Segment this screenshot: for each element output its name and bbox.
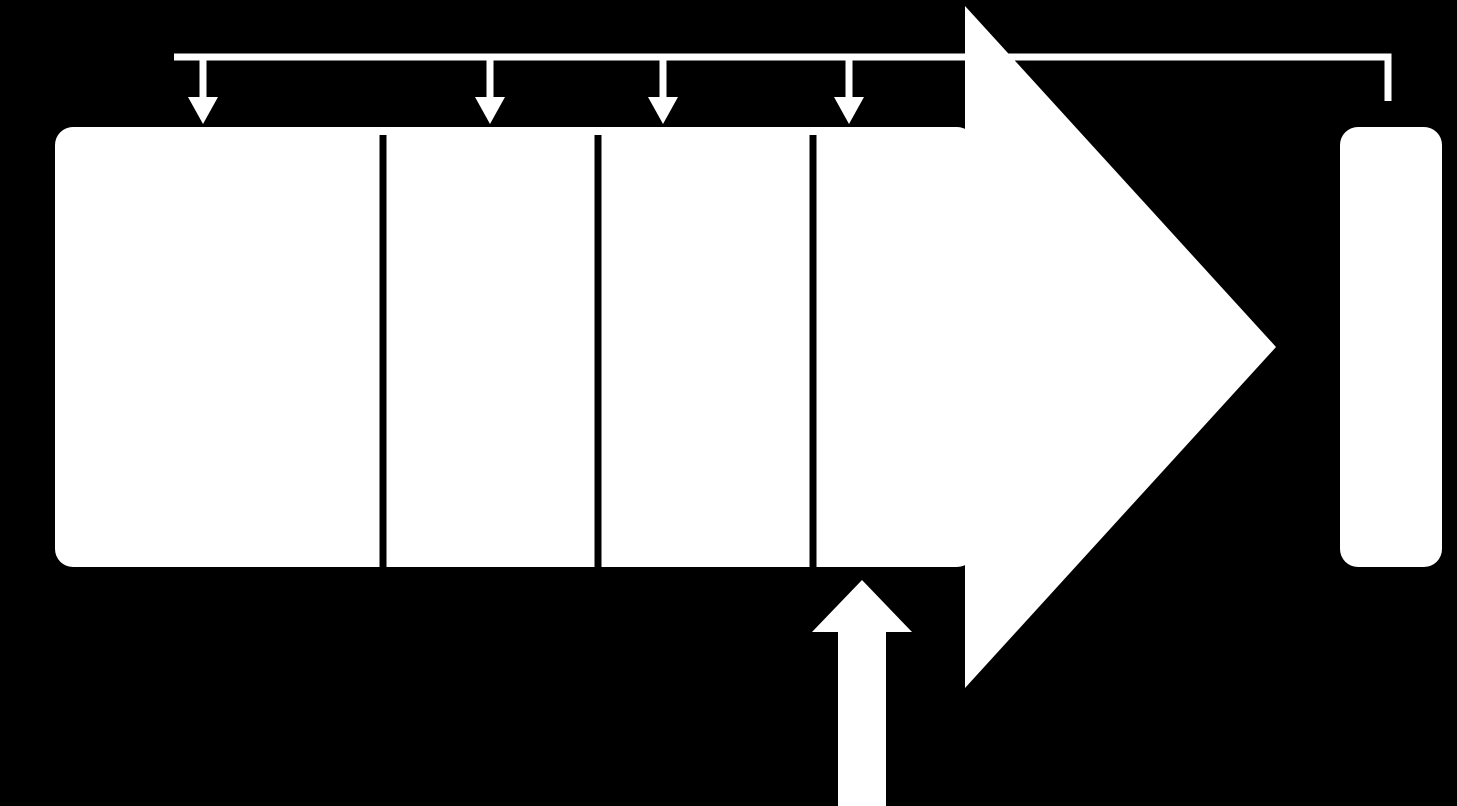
- main-arrow-body: [55, 127, 975, 567]
- bottom-input-arrow-icon: [812, 580, 912, 806]
- main-arrow-head: [965, 6, 1276, 688]
- top-arrowhead-4-icon: [834, 97, 864, 124]
- diagram-svg: [0, 0, 1457, 806]
- process-flow-diagram: [0, 0, 1457, 806]
- top-arrowhead-3-icon: [648, 97, 678, 124]
- top-arrowhead-2-icon: [475, 97, 505, 124]
- right-terminal-box: [1340, 127, 1442, 567]
- top-arrowhead-1-icon: [188, 97, 218, 124]
